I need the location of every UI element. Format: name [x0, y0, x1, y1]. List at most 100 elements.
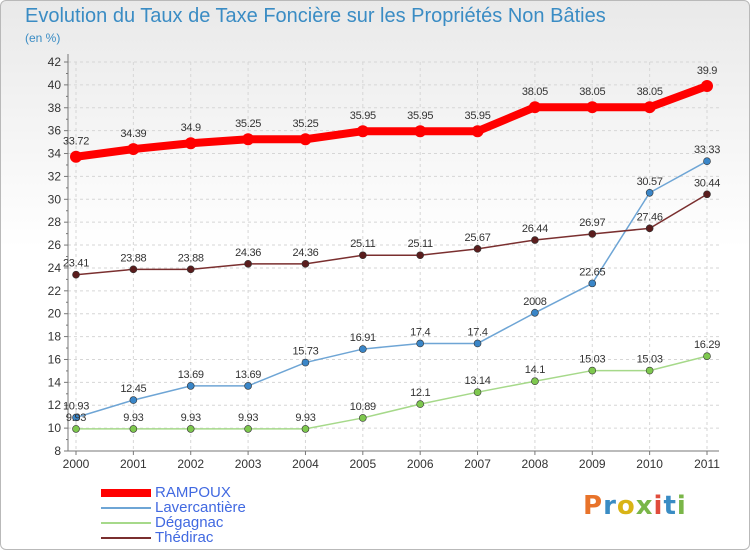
- data-point-lavercantiere: [72, 413, 80, 422]
- y-tick-label: 18: [48, 330, 62, 344]
- data-label-lavercantiere: 30.57: [637, 176, 663, 188]
- data-label-lavercantiere: 15.73: [292, 346, 318, 358]
- x-tick-label: 2000: [63, 457, 90, 471]
- series-lines: [70, 80, 713, 433]
- series-line-rampoux: [72, 82, 711, 161]
- y-tick-label: 10: [48, 421, 62, 435]
- data-point-degagnac: [244, 425, 252, 433]
- axes: 8 10 12 14 16 18 20 22 24 26 28 30 32 34 36 38 40 42 2000 2…: [48, 54, 720, 471]
- logo-letter: t: [663, 491, 677, 521]
- data-point-degagnac: [416, 400, 424, 408]
- data-label-degagnac: 15.03: [579, 354, 605, 366]
- x-tick-label: 2007: [464, 457, 491, 471]
- x-tick-label: 2011: [694, 457, 720, 471]
- data-point-lavercantiere: [473, 339, 482, 348]
- series-line-lavercantiere: [75, 160, 708, 419]
- y-tick-label: 34: [48, 147, 62, 161]
- logo-letter: r: [603, 491, 617, 521]
- data-point-degagnac: [531, 377, 539, 386]
- data-point-thedirac: [72, 270, 80, 279]
- data-label-lavercantiere: 2008: [523, 296, 546, 308]
- legend-swatch: [101, 507, 151, 509]
- series-line-thedirac: [75, 193, 708, 276]
- legend-swatch: [101, 489, 151, 497]
- data-label-thedirac: 23.41: [63, 258, 89, 270]
- data-point-lavercantiere: [244, 382, 252, 390]
- data-label-lavercantiere: 17.4: [410, 326, 430, 338]
- data-label-rampoux: 35.95: [407, 110, 433, 122]
- data-label-rampoux: 38.05: [637, 86, 663, 98]
- data-label-thedirac: 23.88: [120, 252, 146, 264]
- data-label-degagnac: 10.89: [350, 401, 376, 413]
- y-tick-label: 22: [48, 284, 62, 298]
- data-label-rampoux: 38.05: [522, 86, 548, 98]
- data-label-lavercantiere: 16.91: [350, 332, 376, 344]
- data-label-rampoux: 35.25: [292, 118, 318, 130]
- y-tick-label: 12: [48, 398, 62, 412]
- x-tick-label: 2004: [292, 457, 319, 471]
- data-label-degagnac: 15.03: [637, 354, 663, 366]
- data-point-lavercantiere: [531, 308, 539, 317]
- x-tick-label: 2006: [407, 457, 434, 471]
- x-tick-label: 2003: [235, 457, 262, 471]
- data-label-rampoux: 35.95: [350, 110, 376, 122]
- data-point-rampoux: [356, 125, 369, 138]
- chart-title: Evolution du Taux de Taxe Foncière sur l…: [25, 5, 606, 27]
- data-point-rampoux: [586, 101, 599, 114]
- data-point-lavercantiere: [359, 345, 367, 353]
- data-label-degagnac: 9.93: [123, 412, 143, 424]
- legend-swatch: [101, 537, 151, 539]
- series-line-degagnac: [76, 355, 708, 430]
- x-tick-label: 2001: [120, 457, 147, 471]
- data-point-degagnac: [301, 425, 310, 433]
- data-point-rampoux: [528, 101, 541, 114]
- legend-label: Dégagnac: [155, 514, 224, 531]
- data-label-lavercantiere: 13.69: [235, 369, 261, 381]
- data-point-rampoux: [70, 150, 82, 163]
- y-tick-label: 36: [48, 124, 62, 138]
- data-label-degagnac: 14.1: [525, 364, 545, 376]
- logo-letter: i: [676, 491, 687, 521]
- legend-label: Thédirac: [155, 529, 214, 546]
- data-label-thedirac: 25.11: [350, 238, 375, 250]
- data-point-thedirac: [588, 230, 597, 238]
- line-chart: 8 10 12 14 16 18 20 22 24 26 28 30 32 34 36 38 40 42 2000 2…: [48, 54, 721, 471]
- proxiti-logo: Proxiti: [583, 491, 687, 521]
- data-label-rampoux: 35.25: [235, 118, 261, 130]
- data-label-degagnac: 9.93: [181, 412, 201, 424]
- data-point-degagnac: [186, 425, 195, 433]
- data-label-thedirac: 23.88: [178, 252, 204, 264]
- data-point-thedirac: [129, 265, 138, 274]
- data-label-lavercantiere: 13.69: [178, 369, 204, 381]
- data-label-thedirac: 26.97: [579, 217, 605, 229]
- data-labels: 10.93 12.45 13.69 13.69 15.73 16.91 17.4 17.4 20…: [63, 65, 721, 424]
- data-point-thedirac: [244, 260, 252, 268]
- data-label-degagnac: 12.1: [410, 387, 430, 399]
- data-label-rampoux: 34.9: [181, 122, 201, 134]
- y-tick-label: 30: [48, 192, 62, 206]
- data-point-thedirac: [186, 265, 195, 274]
- data-label-rampoux: 38.05: [579, 86, 605, 98]
- data-label-thedirac: 27.46: [637, 211, 663, 223]
- x-tick-label: 2005: [349, 457, 376, 471]
- data-point-rampoux: [471, 125, 484, 138]
- data-label-thedirac: 24.36: [292, 247, 318, 259]
- data-point-rampoux: [127, 143, 140, 156]
- data-point-lavercantiere: [129, 396, 138, 404]
- x-tick-label: 2002: [177, 457, 204, 471]
- data-label-thedirac: 25.11: [408, 238, 433, 250]
- y-tick-label: 40: [48, 78, 62, 92]
- data-label-lavercantiere: 10.93: [63, 400, 89, 412]
- data-label-thedirac: 26.44: [522, 223, 548, 235]
- data-point-rampoux: [299, 133, 312, 146]
- data-label-degagnac: 9.93: [66, 412, 86, 424]
- data-point-lavercantiere: [301, 358, 310, 367]
- y-tick-label: 20: [48, 307, 62, 321]
- data-label-lavercantiere: 17.4: [467, 326, 487, 338]
- data-label-lavercantiere: 33.33: [694, 144, 720, 156]
- data-point-thedirac: [473, 245, 482, 253]
- data-point-degagnac: [473, 388, 482, 396]
- data-label-degagnac: 16.29: [694, 339, 720, 351]
- data-label-thedirac: 25.67: [465, 232, 491, 244]
- data-point-lavercantiere: [588, 279, 597, 288]
